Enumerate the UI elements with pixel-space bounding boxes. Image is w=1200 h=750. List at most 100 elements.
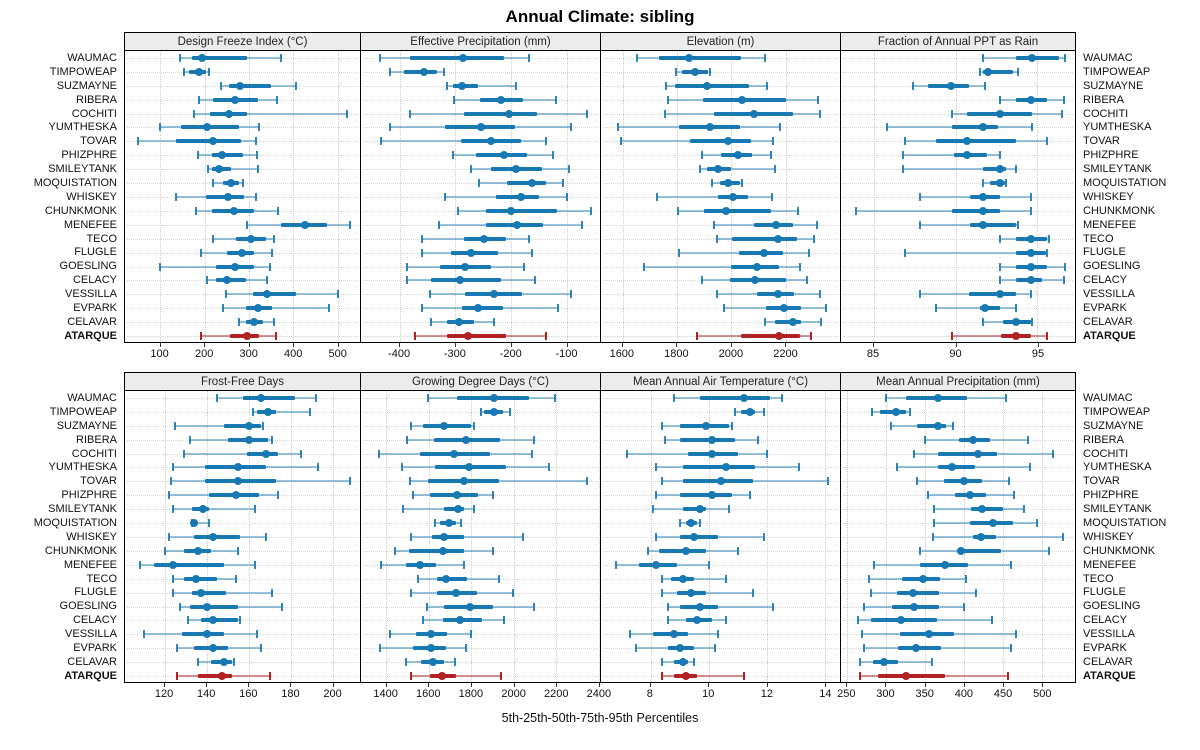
cap-5th — [212, 234, 215, 243]
cap-95th — [268, 262, 271, 271]
site-label-celacy: CELACY — [1083, 614, 1128, 627]
row-guide — [603, 71, 838, 73]
median-dot — [973, 449, 982, 458]
panel-effective-precipitation-mm- — [360, 51, 600, 343]
site-label-cochiti: COCHITI — [71, 447, 117, 460]
site-label-vessilla: VESSILLA — [1083, 288, 1135, 301]
median-dot — [879, 658, 888, 667]
median-dot — [460, 262, 469, 271]
median-dot — [419, 67, 428, 76]
cap-5th — [379, 560, 382, 569]
row-guide — [843, 224, 1073, 226]
cap-5th — [859, 672, 862, 681]
bar-25th-75th — [181, 632, 224, 637]
panel-band-bottom: Frost-Free Days Growing Degree Days (°C) M… — [0, 372, 1200, 705]
whisker-5th-95th — [656, 196, 772, 198]
cap-5th — [251, 407, 254, 416]
cap-5th — [911, 81, 914, 90]
cap-95th — [1031, 318, 1034, 327]
cap-5th — [172, 588, 175, 597]
site-label-yumtheska: YUMTHESKA — [48, 121, 117, 134]
site-label-vessilla: VESSILLA — [65, 288, 117, 301]
bar-25th-75th — [242, 395, 295, 400]
median-dot — [693, 616, 702, 625]
cap-5th — [402, 505, 405, 514]
grid-line — [204, 51, 206, 342]
cap-95th — [473, 421, 476, 430]
axis-tick-label: 250 — [837, 688, 856, 700]
median-dot — [752, 262, 761, 271]
bar-25th-75th — [190, 604, 239, 609]
site-label-phizphre: PHIZPHRE — [61, 149, 117, 162]
cap-95th — [770, 151, 773, 160]
cap-95th — [708, 67, 711, 76]
site-label-flugle: FLUGLE — [1083, 586, 1126, 599]
cap-95th — [530, 449, 533, 458]
median-dot — [924, 630, 933, 639]
cap-5th — [413, 332, 416, 341]
cap-5th — [378, 449, 381, 458]
cap-95th — [530, 248, 533, 257]
cap-5th — [416, 574, 419, 583]
axis-tick — [1042, 683, 1044, 687]
median-dot — [474, 304, 483, 313]
median-dot — [722, 463, 731, 472]
cap-95th — [1027, 435, 1030, 444]
row-guide — [127, 71, 358, 73]
grid-line — [248, 391, 250, 682]
whisker-5th-95th — [446, 84, 516, 87]
row-guide — [843, 634, 1073, 636]
cap-95th — [751, 588, 754, 597]
cap-95th — [454, 658, 457, 667]
axis-tick — [337, 343, 339, 347]
bar-25th-75th — [700, 395, 771, 400]
cap-95th — [1007, 672, 1010, 681]
site-label-moquistation: MOQUISTATION — [1083, 176, 1167, 189]
cap-95th — [548, 463, 551, 472]
cap-5th — [923, 435, 926, 444]
median-dot — [227, 179, 236, 188]
cap-5th — [388, 123, 391, 132]
cap-5th — [405, 262, 408, 271]
axis-tick-label: 1800 — [664, 348, 689, 360]
axis-tick-label: 100 — [150, 348, 169, 360]
cap-5th — [182, 67, 185, 76]
x-axis-mean-annual-air-temperature-c-: 8 10 12 14 — [600, 683, 840, 705]
cap-95th — [810, 332, 813, 341]
cap-95th — [799, 262, 802, 271]
median-dot — [453, 505, 462, 514]
panel-strip-growing-degree-days-c-: Growing Degree Days (°C) — [360, 372, 600, 391]
cap-5th — [421, 234, 424, 243]
cap-95th — [764, 53, 767, 62]
row-guide — [843, 509, 1073, 511]
cap-95th — [254, 137, 257, 146]
cap-5th — [661, 477, 664, 486]
axis-tick-label: 1600 — [609, 348, 635, 360]
row-guide — [363, 509, 598, 511]
site-label-evpark: EVPARK — [1083, 641, 1127, 654]
median-dot — [427, 630, 436, 639]
cap-5th — [388, 67, 391, 76]
row-guide — [127, 127, 358, 129]
cap-5th — [182, 449, 185, 458]
row-guide — [363, 592, 598, 594]
axis-tick-label: 90 — [949, 348, 962, 360]
cap-95th — [1047, 234, 1050, 243]
whisker-5th-95th — [699, 168, 776, 171]
median-dot — [788, 318, 797, 327]
axis-tick — [963, 683, 965, 687]
median-dot — [962, 151, 971, 160]
cap-95th — [348, 477, 351, 486]
cap-5th — [168, 491, 171, 500]
site-label-evpark: EVPARK — [73, 641, 117, 654]
row-guide — [603, 238, 838, 240]
panel-strip-mean-annual-precipitation-mm-: Mean Annual Precipitation (mm) — [840, 372, 1076, 391]
cap-95th — [774, 165, 777, 174]
cap-5th — [661, 658, 664, 667]
median-dot — [1026, 248, 1035, 257]
cap-5th — [635, 53, 638, 62]
site-label-smileytank: SMILEYTANK — [48, 163, 117, 176]
cap-5th — [426, 602, 429, 611]
cap-95th — [693, 658, 696, 667]
cap-5th — [238, 318, 241, 327]
